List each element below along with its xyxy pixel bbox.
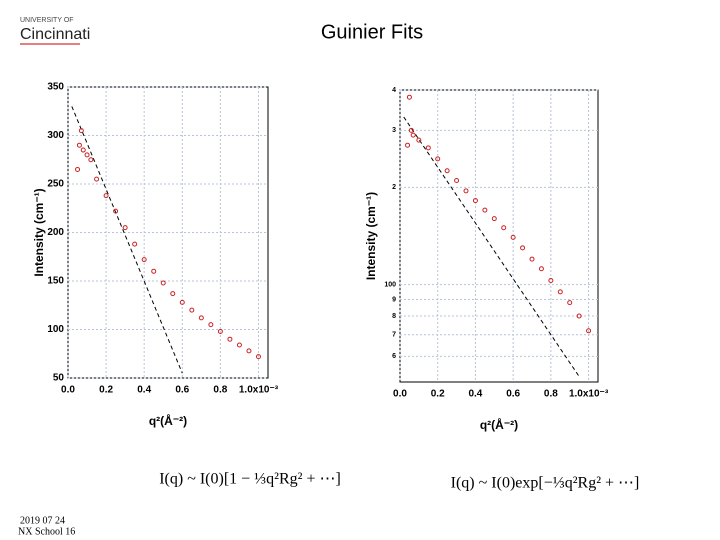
- data-point: [75, 166, 81, 172]
- data-point: [88, 157, 94, 163]
- fit-line: [71, 106, 183, 374]
- data-point: [520, 245, 526, 251]
- data-point: [141, 257, 147, 263]
- data-point: [208, 322, 214, 328]
- data-point: [103, 193, 109, 199]
- data-point: [78, 128, 84, 134]
- y-tick-label: 250: [47, 179, 64, 190]
- data-point: [472, 198, 478, 204]
- formula: I(q) ~ I(0)[1 − ⅓q²Rg² + ⋯]: [159, 471, 341, 488]
- x-tick-label: 0.2: [431, 389, 445, 400]
- y-tick-label: 200: [47, 227, 64, 238]
- data-point: [425, 145, 431, 151]
- data-point: [132, 241, 138, 247]
- logo-small: UNIVERSITY OF: [20, 17, 74, 24]
- data-point: [406, 94, 412, 100]
- data-point: [410, 132, 416, 138]
- data-point: [576, 313, 582, 319]
- data-point: [538, 266, 544, 272]
- x-tick-label: 0.0: [393, 389, 407, 400]
- data-point: [416, 137, 422, 143]
- y-tick-label: 100: [47, 324, 64, 335]
- formula: I(q) ~ I(0)exp[−⅓q²Rg² + ⋯]: [451, 475, 640, 492]
- data-point: [444, 168, 450, 174]
- data-point: [198, 315, 204, 321]
- data-point: [255, 354, 261, 360]
- data-point: [548, 278, 554, 284]
- data-point: [510, 234, 516, 240]
- y-tick-label: 4: [392, 87, 396, 94]
- y-tick-label: 300: [47, 130, 64, 141]
- data-point: [482, 207, 488, 213]
- x-tick-label: 0.8: [213, 385, 227, 396]
- data-point: [557, 289, 563, 295]
- slide-title: Guinier Fits: [321, 21, 423, 43]
- y-tick-label: 50: [53, 373, 65, 384]
- y-tick-label: 100: [384, 282, 396, 289]
- data-point: [454, 177, 460, 183]
- data-point: [408, 127, 414, 133]
- y-tick-label: 3: [392, 127, 396, 134]
- fit-line: [403, 116, 580, 377]
- data-point: [586, 328, 592, 334]
- footer-date: 2019 07 24: [20, 515, 65, 526]
- data-point: [76, 142, 82, 148]
- x-tick-label: 1.0x10⁻³: [239, 385, 279, 396]
- data-point: [84, 152, 90, 158]
- x-tick-label: 0.4: [468, 389, 482, 400]
- data-point: [113, 208, 119, 214]
- y-axis-label: Intensity (cm⁻¹): [364, 192, 378, 280]
- data-point: [94, 176, 100, 182]
- data-point: [236, 342, 242, 348]
- x-tick-label: 0.0: [61, 385, 75, 396]
- logo-name: Cincinnati: [20, 26, 90, 43]
- x-tick-label: 0.4: [137, 385, 151, 396]
- data-point: [567, 300, 573, 306]
- plot-area: [399, 89, 599, 383]
- data-point: [491, 216, 497, 222]
- data-point: [170, 291, 176, 297]
- x-tick-label: 0.8: [544, 389, 558, 400]
- data-point: [151, 268, 157, 274]
- data-point: [189, 307, 195, 313]
- x-tick-label: 0.6: [506, 389, 520, 400]
- y-tick-label: 150: [47, 276, 64, 287]
- y-tick-label: 9: [392, 296, 396, 303]
- x-tick-label: 1.0x10⁻³: [569, 389, 609, 400]
- data-point: [122, 225, 128, 231]
- y-tick-label: 2: [392, 184, 396, 191]
- y-tick-label: 7: [392, 332, 396, 339]
- data-point: [405, 142, 411, 148]
- data-point: [160, 280, 166, 286]
- x-axis-label: q²(Å⁻²): [149, 413, 187, 428]
- data-point: [246, 348, 252, 354]
- y-tick-label: 8: [392, 313, 396, 320]
- x-tick-label: 0.6: [175, 385, 189, 396]
- data-point: [463, 188, 469, 194]
- data-point: [227, 336, 233, 342]
- y-tick-label: 6: [392, 353, 396, 360]
- data-point: [217, 328, 223, 334]
- y-axis-label: Intensity (cm⁻¹): [32, 188, 46, 276]
- x-tick-label: 0.2: [99, 385, 113, 396]
- data-point: [501, 225, 507, 231]
- data-point: [179, 299, 185, 305]
- y-tick-label: 350: [47, 82, 64, 93]
- data-point: [80, 147, 86, 153]
- footer-event: NX School 16: [18, 526, 75, 537]
- data-point: [435, 156, 441, 162]
- x-axis-label: q²(Å⁻²): [480, 417, 518, 432]
- data-point: [529, 256, 535, 262]
